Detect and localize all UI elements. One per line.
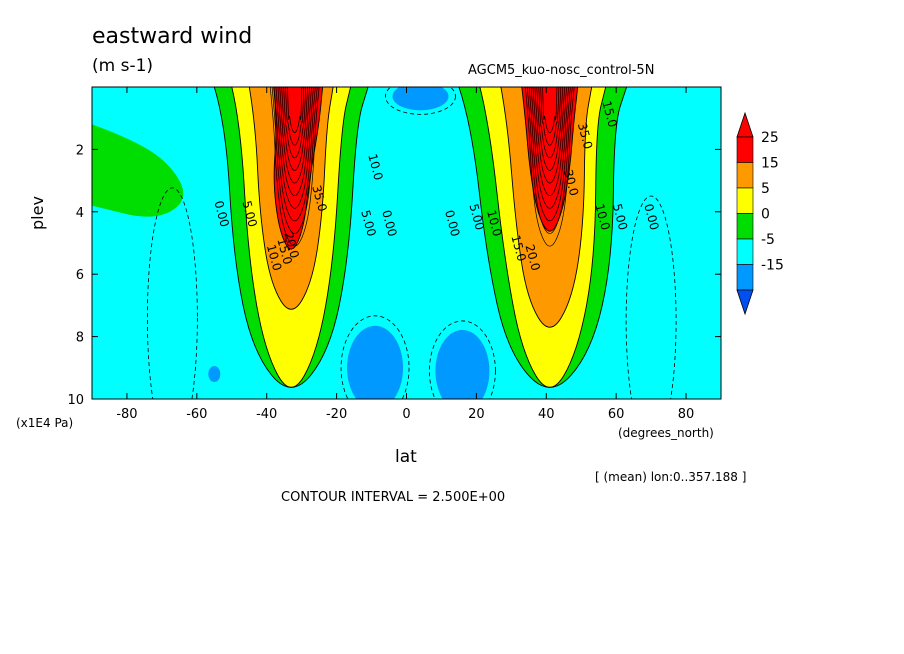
colorbar-swatch bbox=[736, 187, 754, 214]
axes: -80 -60 -40 -20 0 20 40 60 80 2 4 6 8 10 bbox=[67, 87, 721, 422]
y-tick-label: 10 bbox=[67, 393, 84, 408]
contour-line-jet-1-5 bbox=[534, 87, 565, 184]
contour-line-jet-0-1 bbox=[271, 87, 318, 234]
x-tick-label: -40 bbox=[256, 407, 277, 422]
contour-line-negative-1 bbox=[625, 195, 677, 399]
colorbar-label: -5 bbox=[761, 232, 775, 248]
colorbar-top-arrow bbox=[736, 111, 754, 138]
contour-line-jet-0-8 bbox=[285, 87, 305, 146]
contour-label: 0.00 bbox=[641, 202, 661, 231]
colorbar-swatch bbox=[736, 213, 754, 240]
colorbar-swatch bbox=[736, 136, 754, 163]
fill-south-polar-westerly bbox=[92, 124, 184, 217]
fill-easterly-cell-north bbox=[435, 329, 490, 399]
contour-label: 35.0 bbox=[309, 184, 329, 213]
contour-line-jet-1-7 bbox=[538, 87, 562, 159]
contour-label: 15.0 bbox=[274, 237, 294, 266]
dataset-label: AGCM5_kuo-nosc_control-5N bbox=[468, 63, 655, 78]
colorbar-label: 15 bbox=[761, 156, 779, 172]
y-tick-label: 8 bbox=[76, 331, 84, 346]
x-tick-label: -20 bbox=[326, 407, 347, 422]
contour-line-jet-1-edge-1 bbox=[479, 87, 607, 388]
contour-label: 20.0 bbox=[522, 243, 542, 272]
contour-line-jet-1-3 bbox=[530, 87, 569, 209]
x-tick-label: -80 bbox=[116, 407, 137, 422]
contour-line-jet-0-2 bbox=[273, 87, 316, 222]
contour-label: 5.00 bbox=[239, 199, 259, 228]
contour-line-jet-1-9 bbox=[542, 87, 558, 133]
contour-label: 35.0 bbox=[575, 121, 595, 150]
colorbar-swatch bbox=[736, 162, 754, 189]
colorbar-swatch bbox=[736, 238, 754, 265]
y-tick-label: 2 bbox=[76, 143, 84, 158]
contour-line-jet-1-8 bbox=[540, 87, 560, 146]
x-tick-label: 0 bbox=[402, 407, 410, 422]
x-tick-label: 60 bbox=[608, 407, 625, 422]
contour-label: 0.00 bbox=[442, 209, 462, 238]
contour-label: 0.00 bbox=[379, 209, 399, 238]
contour-line-jet-1-0 bbox=[524, 87, 575, 247]
x-axis-units: (degrees_north) bbox=[618, 426, 714, 440]
colorbar-label: 5 bbox=[761, 181, 770, 197]
x-axis-label: lat bbox=[395, 447, 417, 467]
chart-units: (m s-1) bbox=[92, 56, 154, 76]
fill-easterly-cell-south bbox=[347, 325, 404, 399]
y-tick-label: 6 bbox=[76, 268, 84, 283]
contour-line-jet-0-edge-2 bbox=[248, 87, 334, 310]
y-axis-multiplier: (x1E4 Pa) bbox=[16, 416, 74, 430]
longitude-note: [ (mean) lon:0..357.188 ] bbox=[595, 470, 747, 484]
contour-line-jet-0-edge-3 bbox=[273, 87, 324, 250]
contour-label: 5.00 bbox=[358, 209, 378, 238]
colorbar: 25 15 5 0 -5 -15 bbox=[736, 111, 784, 316]
contour-label: 5.00 bbox=[467, 202, 487, 231]
contour-label: 30.0 bbox=[561, 168, 581, 197]
contour-label: 5.00 bbox=[610, 202, 630, 231]
x-tick-label: 20 bbox=[468, 407, 485, 422]
contour-line-negative-4 bbox=[385, 87, 456, 115]
contour-label: 10.0 bbox=[592, 202, 612, 231]
contour-label: 0.00 bbox=[211, 199, 231, 228]
contour-fills bbox=[92, 87, 721, 399]
contour-line-jet-0-3 bbox=[275, 87, 314, 209]
contour-line-jet-0-9 bbox=[287, 87, 303, 133]
contour-line-negative-0 bbox=[146, 187, 198, 399]
y-tick-label: 4 bbox=[76, 206, 84, 221]
x-tick-label: -60 bbox=[186, 407, 207, 422]
contour-line-jet-0-5 bbox=[279, 87, 310, 184]
contour-line-jet-0-7 bbox=[283, 87, 307, 159]
contour-line-jet-1-2 bbox=[528, 87, 571, 222]
contour-line-jet-1-4 bbox=[532, 87, 567, 197]
colorbar-bottom-arrow bbox=[736, 289, 754, 316]
x-tick-label: 40 bbox=[538, 407, 555, 422]
contour-label: 10.0 bbox=[484, 209, 504, 238]
contour-interval: CONTOUR INTERVAL = 2.500E+00 bbox=[281, 490, 506, 505]
contour-line-negative-2 bbox=[340, 315, 410, 399]
contour-label: 10.0 bbox=[264, 243, 284, 272]
chart-title: eastward wind bbox=[92, 24, 253, 49]
contour-line-jet-0-edge-1 bbox=[231, 87, 352, 388]
fill-easterly-small bbox=[208, 366, 221, 383]
contour-line-jet-1-edge-3 bbox=[521, 87, 579, 232]
contour-line-jet-1-6 bbox=[536, 87, 564, 171]
contour-label: 10.0 bbox=[365, 152, 385, 181]
contour-line-jet-0-4 bbox=[277, 87, 312, 197]
colorbar-label: 0 bbox=[761, 207, 770, 223]
contour-label: 20.0 bbox=[281, 230, 301, 259]
contour-line-jet-0-6 bbox=[281, 87, 308, 171]
colorbar-label: 25 bbox=[761, 130, 779, 146]
colorbar-swatch bbox=[736, 264, 754, 291]
contour-label: 15.0 bbox=[508, 233, 528, 262]
colorbar-label: -15 bbox=[761, 258, 784, 274]
contour-line-jet-1-edge-2 bbox=[500, 87, 593, 328]
contour-line-jet-1-1 bbox=[526, 87, 573, 234]
contour-label: 15.0 bbox=[599, 99, 619, 128]
x-tick-label: 80 bbox=[678, 407, 695, 422]
contour-lines bbox=[146, 87, 677, 399]
contour-line-negative-3 bbox=[429, 320, 496, 399]
